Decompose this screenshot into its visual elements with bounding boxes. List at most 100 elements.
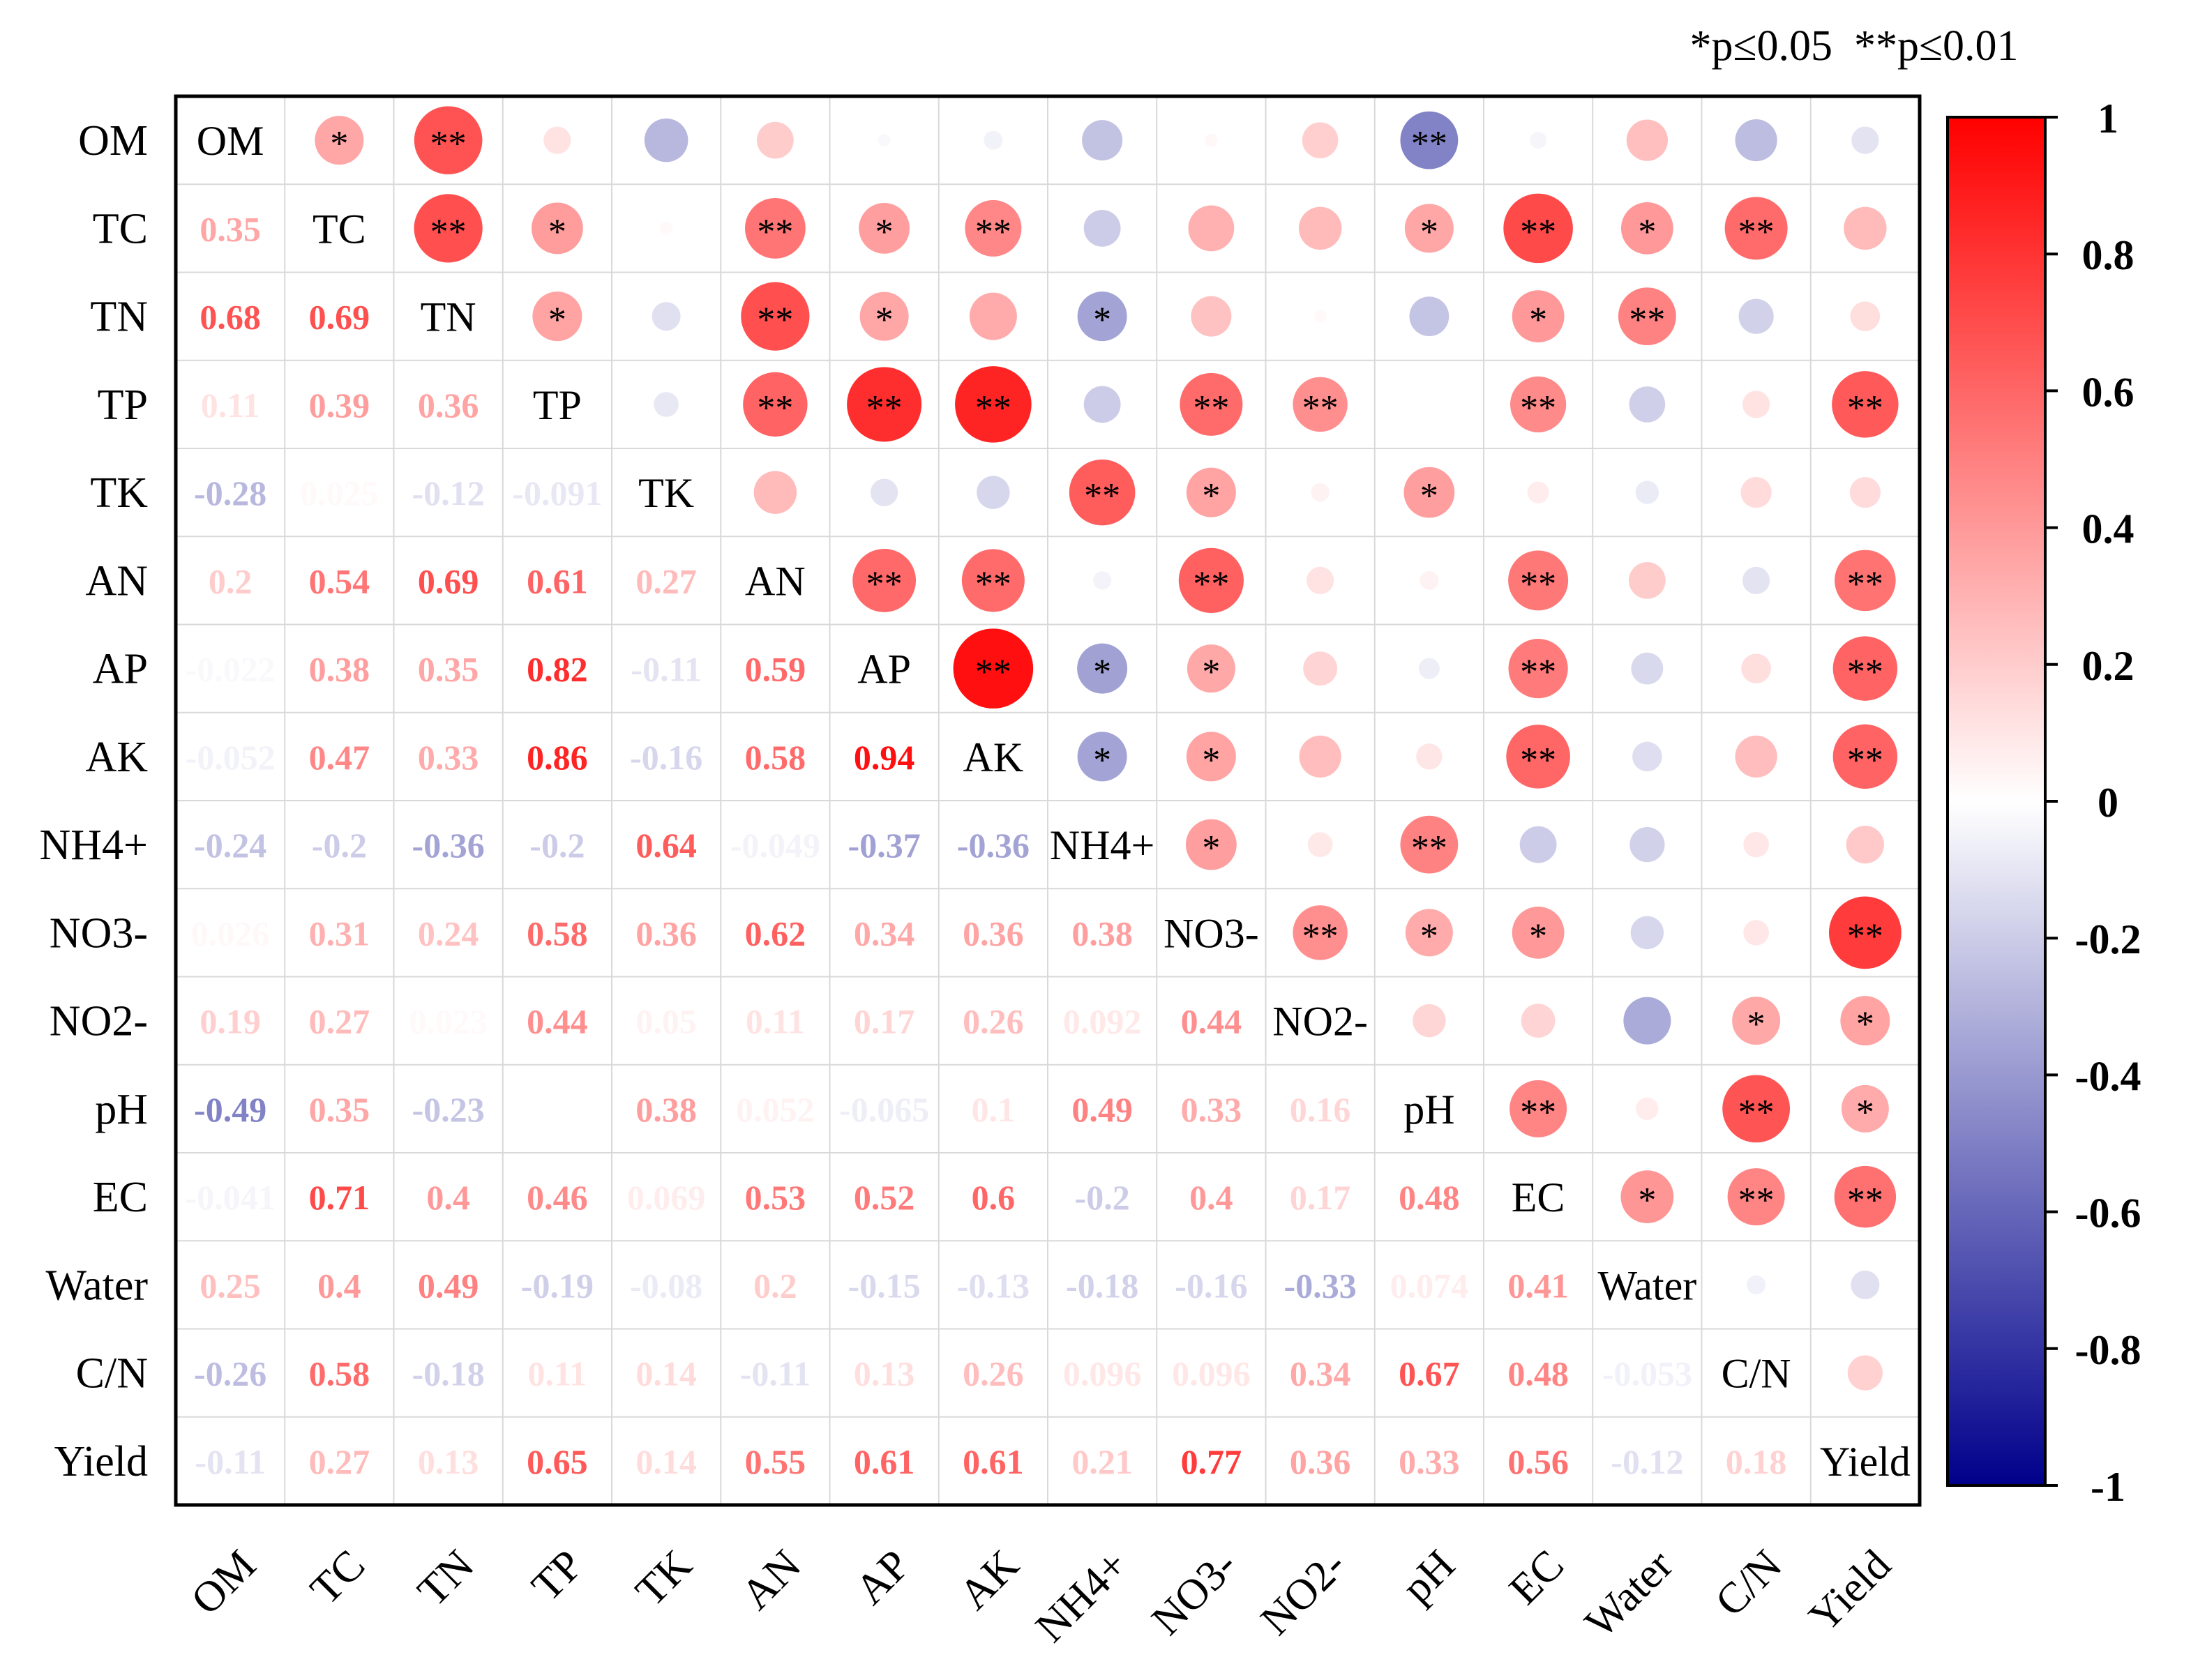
correlation-value: 0.36: [1290, 1442, 1351, 1481]
correlation-circle: [1180, 372, 1243, 436]
significance-mark: **: [1411, 828, 1447, 868]
correlation-circle: [414, 194, 483, 263]
correlation-value: 0.67: [1399, 1354, 1460, 1393]
correlation-circle: [984, 130, 1003, 150]
diagonal-label: AN: [745, 558, 806, 604]
significance-mark: **: [1847, 741, 1883, 780]
colorbar-tick-label: 0.2: [2082, 643, 2134, 689]
significance-mark: *: [330, 124, 348, 164]
correlation-circle: [1844, 206, 1887, 250]
significance-mark: *: [1856, 1093, 1874, 1133]
significance-mark: **: [757, 212, 793, 252]
correlation-value: 0.94: [854, 738, 915, 777]
correlation-value: 0.58: [309, 1354, 370, 1393]
significance-mark: *: [1856, 1005, 1874, 1045]
correlation-circle: [1840, 996, 1890, 1046]
correlation-circle: [1732, 997, 1781, 1045]
correlation-circle: [1404, 204, 1454, 253]
correlation-circle: [1083, 386, 1121, 423]
correlation-value: -0.36: [412, 826, 485, 865]
correlation-circle: [1508, 550, 1569, 611]
correlation-circle: [1850, 301, 1881, 331]
correlation-value: 0.096: [1063, 1354, 1142, 1393]
correlation-circle: [1403, 467, 1455, 518]
correlation-value: 0.71: [309, 1178, 370, 1217]
correlation-value: -0.16: [630, 738, 702, 777]
correlation-circle: [1851, 126, 1879, 154]
correlation-value: 0.86: [527, 738, 588, 777]
row-label: Water: [46, 1262, 149, 1309]
correlation-circle: [1620, 202, 1673, 255]
correlation-circle: [859, 292, 909, 341]
correlation-circle: [1413, 1004, 1446, 1038]
significance-mark: **: [1302, 916, 1339, 956]
correlation-circle: [1313, 310, 1327, 323]
significance-mark: *: [1420, 476, 1438, 516]
significance-mark: *: [1420, 916, 1438, 956]
diagonal-label: TC: [313, 206, 366, 252]
row-label: TP: [98, 381, 148, 429]
correlation-circle: [1631, 652, 1664, 685]
correlation-value: 0.26: [963, 1354, 1024, 1393]
colorbar-tick-label: 0.8: [2082, 232, 2134, 278]
correlation-value: 0.092: [1063, 1002, 1142, 1041]
correlation-value: 0.39: [309, 386, 370, 425]
correlation-value: -0.065: [839, 1090, 929, 1129]
correlation-circle: [1841, 1084, 1889, 1133]
colorbar-tick-label: -0.4: [2075, 1053, 2141, 1099]
correlation-circle: [1512, 290, 1565, 343]
significance-mark: **: [1738, 1093, 1775, 1133]
correlation-circle: [1420, 570, 1439, 590]
correlation-value: 0.49: [1071, 1090, 1133, 1129]
correlation-value: 0.17: [1290, 1178, 1351, 1217]
matrix-cells: OM * ** **0.35 TC ** * ** * ** * ** * **0.68 0.69 TN * **…: [186, 106, 1911, 1485]
significance-mark: *: [1638, 212, 1656, 252]
correlation-value: 0.38: [1071, 914, 1133, 953]
correlation-circle: [1083, 209, 1121, 247]
correlation-circle: [1204, 133, 1218, 147]
correlation-value: -0.12: [412, 474, 485, 513]
correlation-value: -0.26: [194, 1354, 266, 1393]
significance-mark: **: [1520, 741, 1556, 780]
row-label: C/N: [76, 1350, 148, 1398]
correlation-circle: [1093, 571, 1112, 590]
colorbar-tick-label: 0: [2098, 780, 2118, 826]
correlation-value: 0.53: [745, 1178, 806, 1217]
significance-mark: **: [1302, 388, 1339, 428]
correlation-circle: [1187, 644, 1235, 693]
significance-mark: **: [1520, 212, 1556, 252]
correlation-circle: [852, 548, 917, 612]
correlation-value: 0.096: [1172, 1354, 1251, 1393]
correlation-circle: [1742, 391, 1770, 418]
correlation-value: 0.18: [1726, 1442, 1787, 1481]
correlation-value: -0.19: [521, 1266, 594, 1305]
diagonal-label: TK: [638, 470, 694, 516]
correlation-circle: [1735, 119, 1777, 162]
correlation-circle: [315, 116, 364, 165]
correlation-circle: [744, 197, 806, 259]
correlation-circle: [1832, 636, 1898, 701]
correlation-value: -0.091: [512, 474, 602, 513]
correlation-circle: [1521, 1004, 1556, 1038]
correlation-circle: [644, 118, 688, 162]
row-label: NO3-: [50, 909, 148, 957]
correlation-value: 0.11: [528, 1354, 587, 1393]
correlation-value: -0.11: [195, 1442, 265, 1481]
correlation-value: -0.11: [740, 1354, 811, 1393]
correlation-circle: [1847, 1355, 1883, 1391]
significance-mark: **: [975, 212, 1011, 252]
significance-mark: **: [1847, 916, 1883, 956]
colorbar-tick-label: -0.2: [2075, 916, 2141, 962]
correlation-value: -0.18: [1066, 1266, 1138, 1305]
correlation-value: 0.58: [527, 914, 588, 953]
correlation-circle: [1418, 658, 1440, 679]
significance-mark: **: [1520, 1093, 1556, 1133]
correlation-value: 0.2: [209, 561, 253, 600]
significance-mark: **: [1847, 564, 1883, 604]
correlation-value: 0.56: [1507, 1442, 1569, 1481]
correlation-circle: [1742, 566, 1770, 594]
correlation-circle: [1849, 477, 1881, 508]
significance-mark: **: [975, 564, 1011, 604]
correlation-circle: [753, 471, 797, 514]
row-label: TC: [93, 205, 148, 252]
